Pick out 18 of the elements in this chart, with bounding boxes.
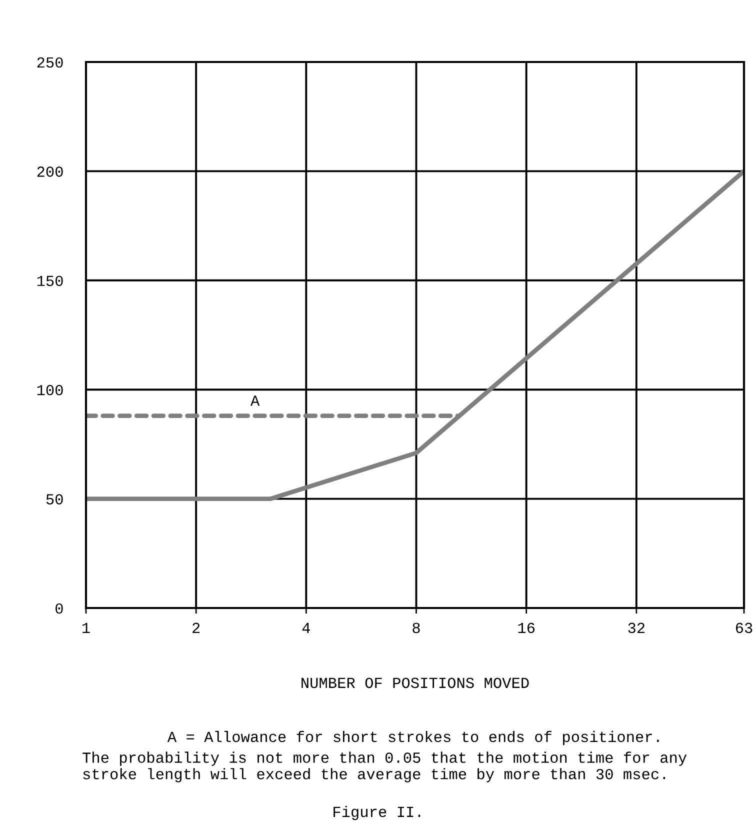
x-axis-title: NUMBER OF POSITIONS MOVED — [302, 678, 529, 688]
text: Figure II. — [334, 806, 420, 820]
text: A = Allowance for short strokes to ends of positioner. — [167, 730, 659, 746]
y-tick-label: 50 — [46, 494, 63, 504]
x-tick-label: 2 — [192, 622, 200, 633]
x-tick-label: 1 — [82, 622, 90, 633]
annotation: A — [250, 396, 260, 406]
x-tick-label: 63 — [736, 622, 752, 634]
y-tick-label: 200 — [37, 166, 63, 177]
x-tick-label: 4 — [302, 622, 310, 633]
y-tick-label: 250 — [37, 57, 63, 68]
x-tick-label: 8 — [412, 622, 420, 634]
x-tick-label: 16 — [518, 622, 535, 634]
x-tick-label: 32 — [628, 622, 645, 634]
y-tick-label: 150 — [37, 276, 63, 286]
y-tick-label: 100 — [37, 384, 63, 396]
y-tick-label: 0 — [56, 603, 63, 614]
text: The probability is not more than 0.05 that the motion time for any stroke length will exceed the average time by more than 30 msec. — [82, 752, 687, 782]
